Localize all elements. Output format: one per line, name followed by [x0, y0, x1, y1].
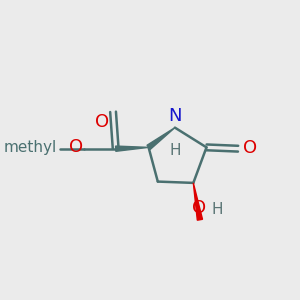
Text: methyl: methyl: [3, 140, 56, 155]
Text: N: N: [168, 107, 182, 125]
Polygon shape: [193, 183, 203, 220]
Polygon shape: [147, 128, 175, 149]
Text: O: O: [69, 138, 83, 156]
Text: O: O: [191, 199, 206, 217]
Text: O: O: [243, 139, 257, 157]
Polygon shape: [116, 146, 148, 151]
Text: H: H: [169, 143, 181, 158]
Text: O: O: [95, 113, 109, 131]
Text: H: H: [212, 202, 223, 217]
